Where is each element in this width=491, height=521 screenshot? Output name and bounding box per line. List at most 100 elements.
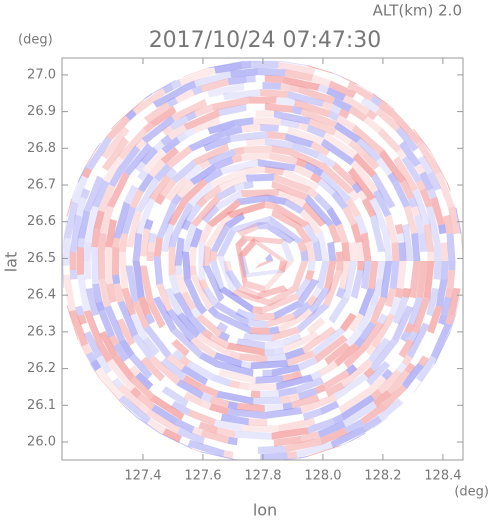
radar-cell	[148, 355, 181, 386]
radar-cell	[140, 146, 159, 166]
radar-cell	[112, 377, 124, 389]
radar-cell	[241, 124, 261, 133]
radar-cell	[132, 232, 143, 261]
radar-cell	[446, 182, 451, 191]
radar-cell	[324, 342, 351, 366]
radar-cell	[209, 403, 229, 415]
radar-cell	[298, 85, 336, 104]
radar-cell	[166, 145, 193, 169]
radar-cell	[362, 321, 384, 349]
radar-cell	[98, 279, 111, 308]
radar-cell	[241, 424, 279, 433]
radar-cell	[264, 166, 285, 176]
radar-cell	[182, 251, 191, 281]
radar-cell	[340, 312, 357, 332]
radar-cell	[213, 301, 250, 327]
radar-cell	[216, 255, 236, 295]
radar-cell	[141, 115, 175, 144]
radar-cell	[384, 287, 397, 308]
radar-cell	[360, 403, 387, 425]
radar-cell	[177, 427, 205, 445]
radar-cell	[255, 375, 284, 384]
radar-cell	[187, 439, 225, 458]
radar-cell	[387, 103, 395, 111]
radar-cell	[416, 355, 437, 383]
radar-cell	[171, 339, 190, 357]
radar-cell	[174, 88, 195, 104]
radar-cell	[192, 116, 221, 134]
radar-cell	[253, 117, 282, 126]
radar-cell	[334, 373, 369, 401]
radar-cell	[118, 251, 129, 290]
radar-cell	[107, 171, 130, 208]
radar-cell	[278, 189, 307, 208]
radar-cell	[360, 97, 380, 114]
radar-cell	[168, 236, 178, 248]
radar-cell	[393, 296, 409, 325]
radar-cell	[104, 305, 125, 343]
radar-cell	[396, 362, 408, 374]
radar-cell	[209, 395, 230, 408]
radar-cell	[316, 152, 336, 168]
radar-cell	[91, 228, 101, 248]
radar-cell	[362, 415, 382, 432]
radar-cell	[361, 197, 377, 218]
radar-cell	[267, 313, 296, 328]
radar-cell	[166, 308, 195, 343]
radar-cell	[404, 322, 415, 334]
radar-cell	[148, 159, 166, 178]
radar-cell	[186, 361, 215, 381]
radar-cell	[375, 107, 401, 132]
radar-cell	[154, 193, 166, 205]
radar-cell	[167, 197, 188, 226]
radar-cell	[363, 367, 376, 379]
radar-cell	[331, 190, 349, 210]
radar-cell	[381, 368, 393, 381]
radar-cell	[190, 194, 221, 227]
radar-cell	[317, 177, 337, 196]
radar-cell	[216, 185, 237, 201]
radar-cell	[129, 189, 144, 209]
radar-cell	[351, 181, 363, 194]
radar-cell	[330, 425, 367, 449]
radar-cell	[291, 141, 320, 159]
radar-cell	[182, 223, 197, 253]
radar-cell	[377, 398, 404, 422]
radar-cell	[214, 190, 243, 210]
radar-cell	[191, 426, 203, 437]
radar-cell	[200, 78, 229, 93]
radar-cell	[287, 126, 325, 145]
radar-cell	[204, 212, 231, 248]
radar-cell	[257, 68, 286, 77]
radar-cell	[149, 106, 177, 128]
radar-cell	[226, 201, 265, 219]
radar-cell	[181, 291, 196, 312]
radar-cell	[387, 172, 399, 184]
radar-cell	[376, 157, 393, 176]
radar-cell	[250, 61, 279, 69]
radar-cell	[340, 394, 376, 421]
radar-cell	[281, 239, 295, 261]
radar-cell	[255, 110, 275, 118]
radar-cell	[91, 246, 99, 285]
radar-cell	[81, 343, 93, 355]
radar-cell	[271, 180, 309, 201]
x-tick-label: 128.2	[364, 469, 401, 484]
radar-cell	[66, 198, 73, 217]
radar-cell	[359, 321, 376, 341]
radar-cell	[309, 287, 331, 315]
radar-cell	[433, 242, 442, 261]
radar-cell	[198, 421, 218, 434]
radar-cell	[299, 208, 323, 235]
radar-cell	[129, 353, 153, 380]
radar-cell	[183, 163, 203, 181]
radar-cell	[437, 223, 447, 235]
radar-cell	[248, 383, 277, 391]
radar-cell	[209, 334, 230, 349]
radar-cell	[412, 188, 431, 226]
radar-cell	[354, 214, 368, 235]
radar-cell	[382, 384, 407, 409]
radar-cell	[415, 179, 426, 191]
radar-cell	[149, 394, 185, 421]
